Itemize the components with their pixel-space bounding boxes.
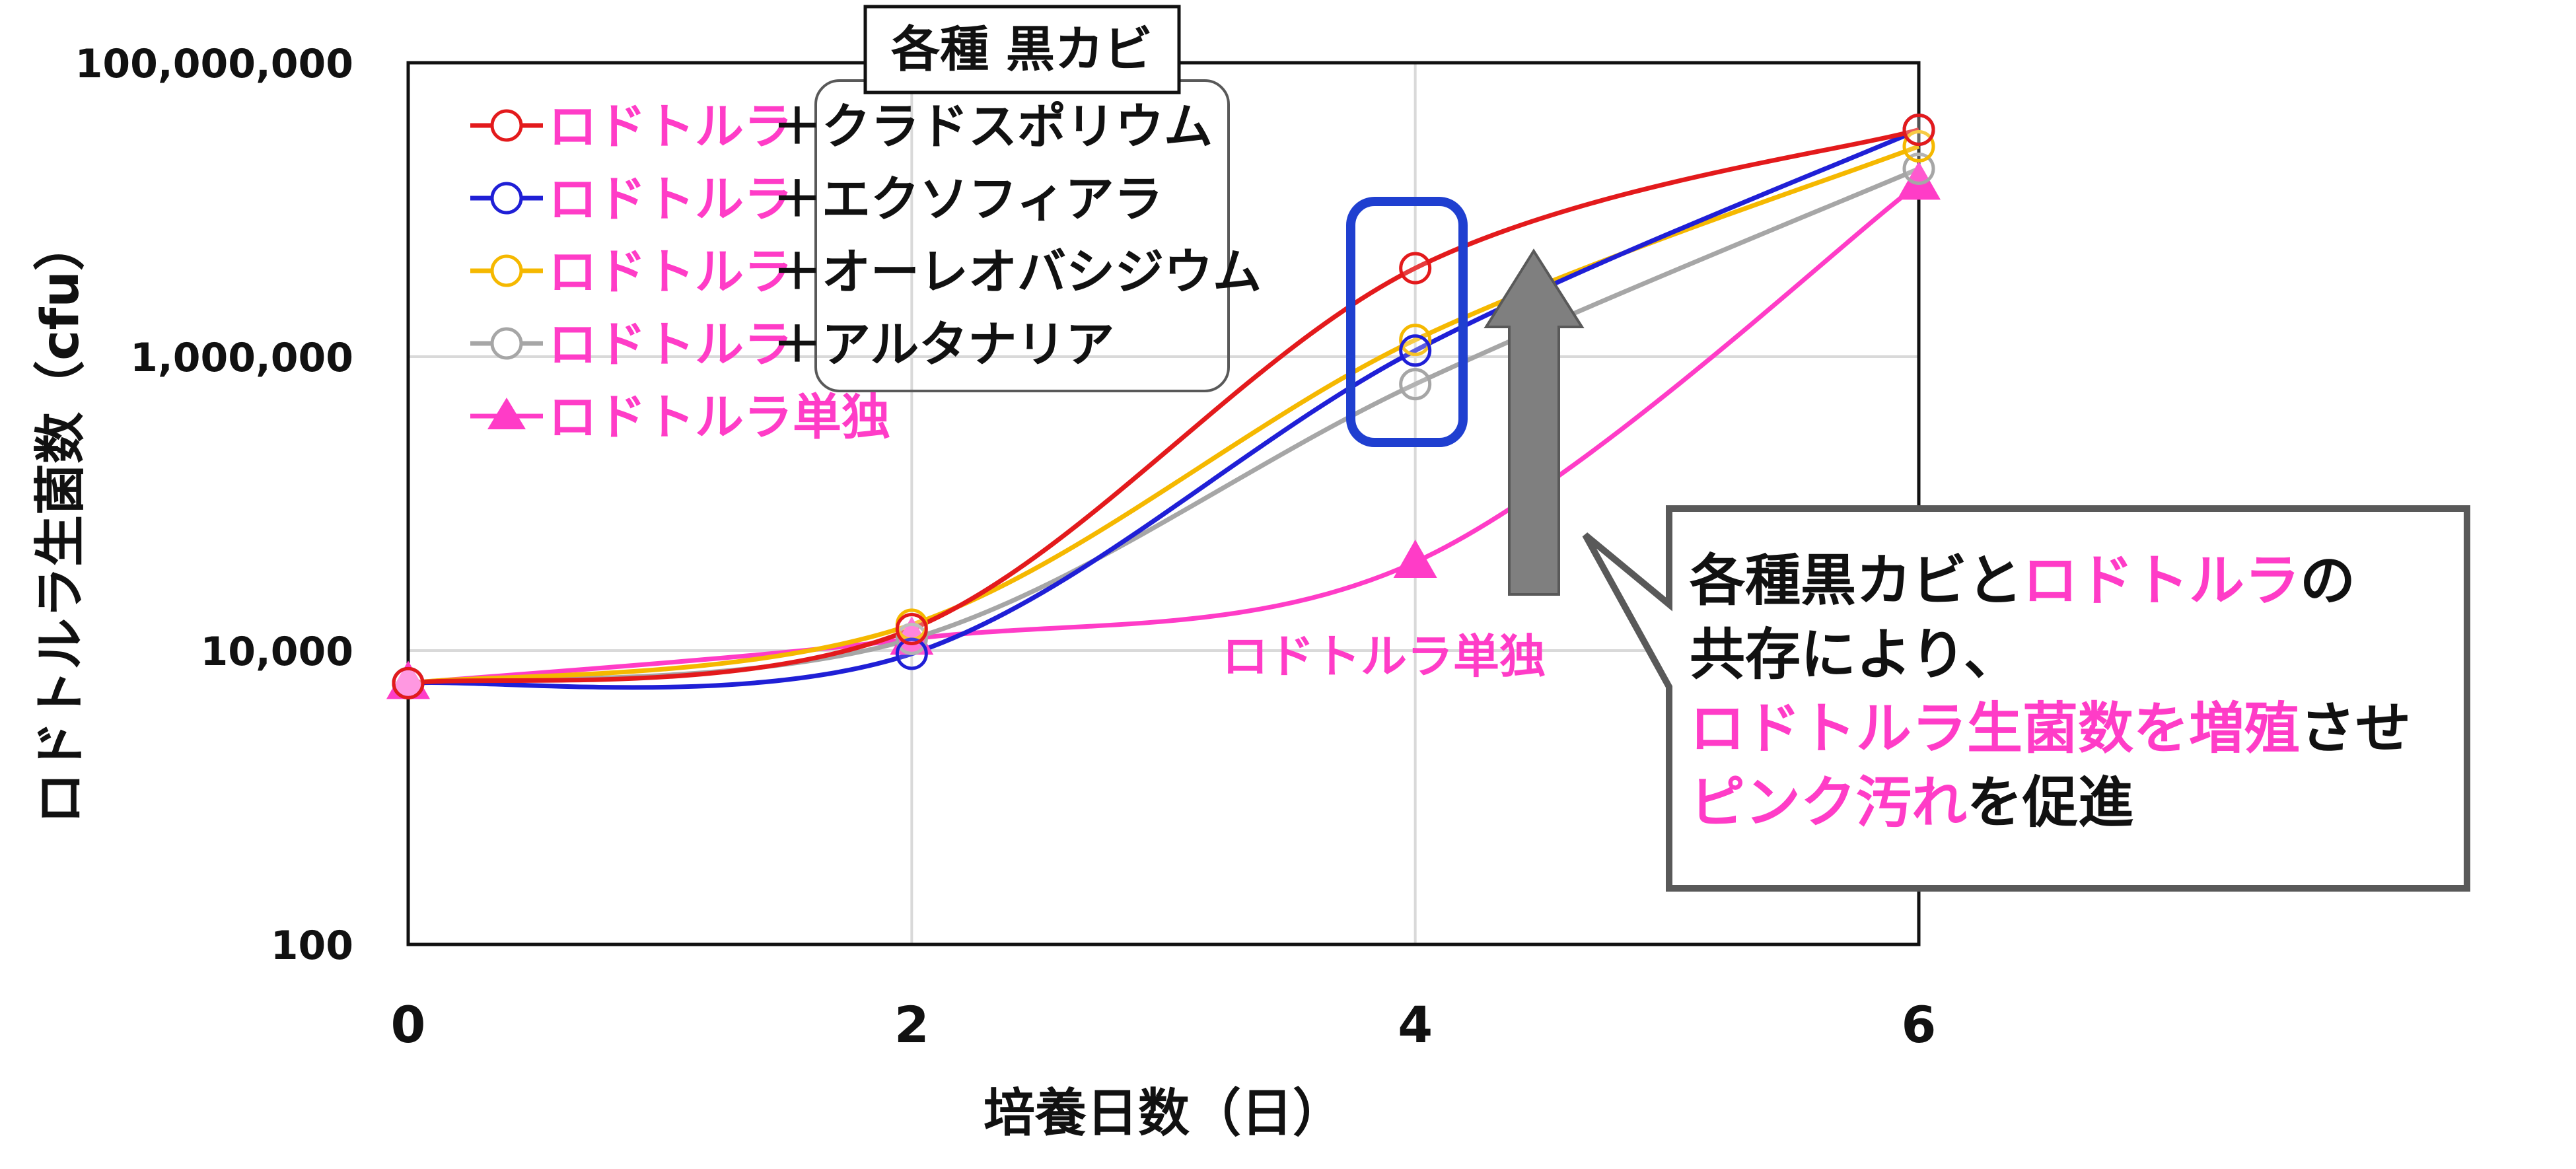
data-point-circle [1399, 334, 1432, 367]
x-axis-label: 培養日数（日） [984, 1084, 1344, 1143]
callout-shape [1582, 505, 2470, 892]
callout-text-line: 各種黒カビとロドトルラの [1690, 548, 2355, 613]
callout-text-segment: の [2300, 548, 2355, 613]
data-point-triangle [386, 660, 430, 699]
legend-marker-circle [490, 182, 523, 215]
series-line [408, 127, 1920, 690]
legend: 各種 黒カビロドトルラ＋クラドスポリウムロドトルラ＋エクソフィアラロドトルラ＋オ… [470, 5, 1262, 446]
legend-label: ロドトルラ [548, 244, 793, 301]
single-series-annotation: ロドトルラ単独 [1222, 629, 1546, 684]
callout-text-segment: を促進 [1967, 770, 2133, 835]
legend-title-box [863, 5, 1181, 94]
data-point-circle [1399, 324, 1432, 357]
highlight-rect [1346, 197, 1468, 447]
callout-text-segment: ピンク汚れ [1690, 770, 1967, 835]
y-tick-label: 100 [271, 923, 353, 969]
data-point-circle [1399, 368, 1432, 401]
legend-marker-circle [490, 254, 523, 287]
x-tick-label: 0 [391, 995, 426, 1054]
callout-text-segment: ロドトルラ [2022, 548, 2300, 613]
legend-marker-triangle [487, 398, 526, 429]
day4-highlight-box [1346, 197, 1468, 447]
legend-marker-circle [490, 327, 523, 360]
y-axis-label: ロドトルラ生菌数（cfu） [31, 219, 90, 824]
data-point-circle [1902, 130, 1935, 163]
arrow-shape [1484, 248, 1585, 596]
legend-label-suffix: ＋クラドスポリウム [773, 98, 1213, 155]
legend-label-suffix: ＋エクソフィアラ [773, 171, 1163, 228]
data-point-triangle [1897, 161, 1941, 200]
legend-label: ロドトルラ [548, 171, 793, 228]
callout-text-line: ロドトルラ生菌数を増殖させ [1690, 696, 2411, 761]
data-point-circle [392, 666, 425, 699]
series-line [408, 127, 1919, 686]
callout-text-segment: 各種黒カビと [1690, 548, 2022, 613]
y-tick-label: 1,000,000 [130, 335, 353, 381]
grid [408, 63, 1919, 944]
x-tick-label: 4 [1398, 995, 1433, 1054]
legend-label-suffix: ＋オーレオバシジウム [773, 244, 1262, 301]
data-point-circle [895, 637, 928, 670]
callout-text-segment: ロドトルラ生菌数を増殖 [1690, 696, 2300, 761]
data-point-circle [895, 612, 928, 645]
data-point-circle [1399, 252, 1432, 285]
y-tick-label: 10,000 [200, 629, 353, 675]
legend-title: 各種 黒カビ [891, 21, 1153, 78]
callout-text-segment: 共存により、 [1690, 622, 2019, 687]
callout-text-segment: させ [2300, 696, 2411, 761]
legend-label-suffix: ＋アルタナリア [773, 316, 1114, 373]
axes: 0 2 4 6 100 10,000 1,000,000 100,000,000 [75, 41, 1937, 1054]
legend-label: ロドトルラ単独 [548, 389, 890, 446]
series-line [408, 182, 1921, 686]
legend-label: ロドトルラ [548, 98, 793, 155]
data-point-triangle [1393, 540, 1437, 579]
legend-label: ロドトルラ [548, 316, 793, 373]
increase-arrow [1484, 248, 1585, 596]
legend-marker-circle [490, 109, 523, 142]
x-tick-label: 2 [894, 995, 929, 1054]
y-tick-label: 100,000,000 [75, 41, 353, 87]
data-point-circle [1902, 113, 1935, 146]
series-layer [386, 113, 1941, 699]
series-line [408, 144, 1920, 686]
callout-text-line: ピンク汚れを促進 [1690, 770, 2133, 835]
callout-text-line: 共存により、 [1690, 622, 2019, 687]
data-point-circle [1902, 152, 1935, 185]
x-tick-label: 6 [1902, 995, 1937, 1054]
